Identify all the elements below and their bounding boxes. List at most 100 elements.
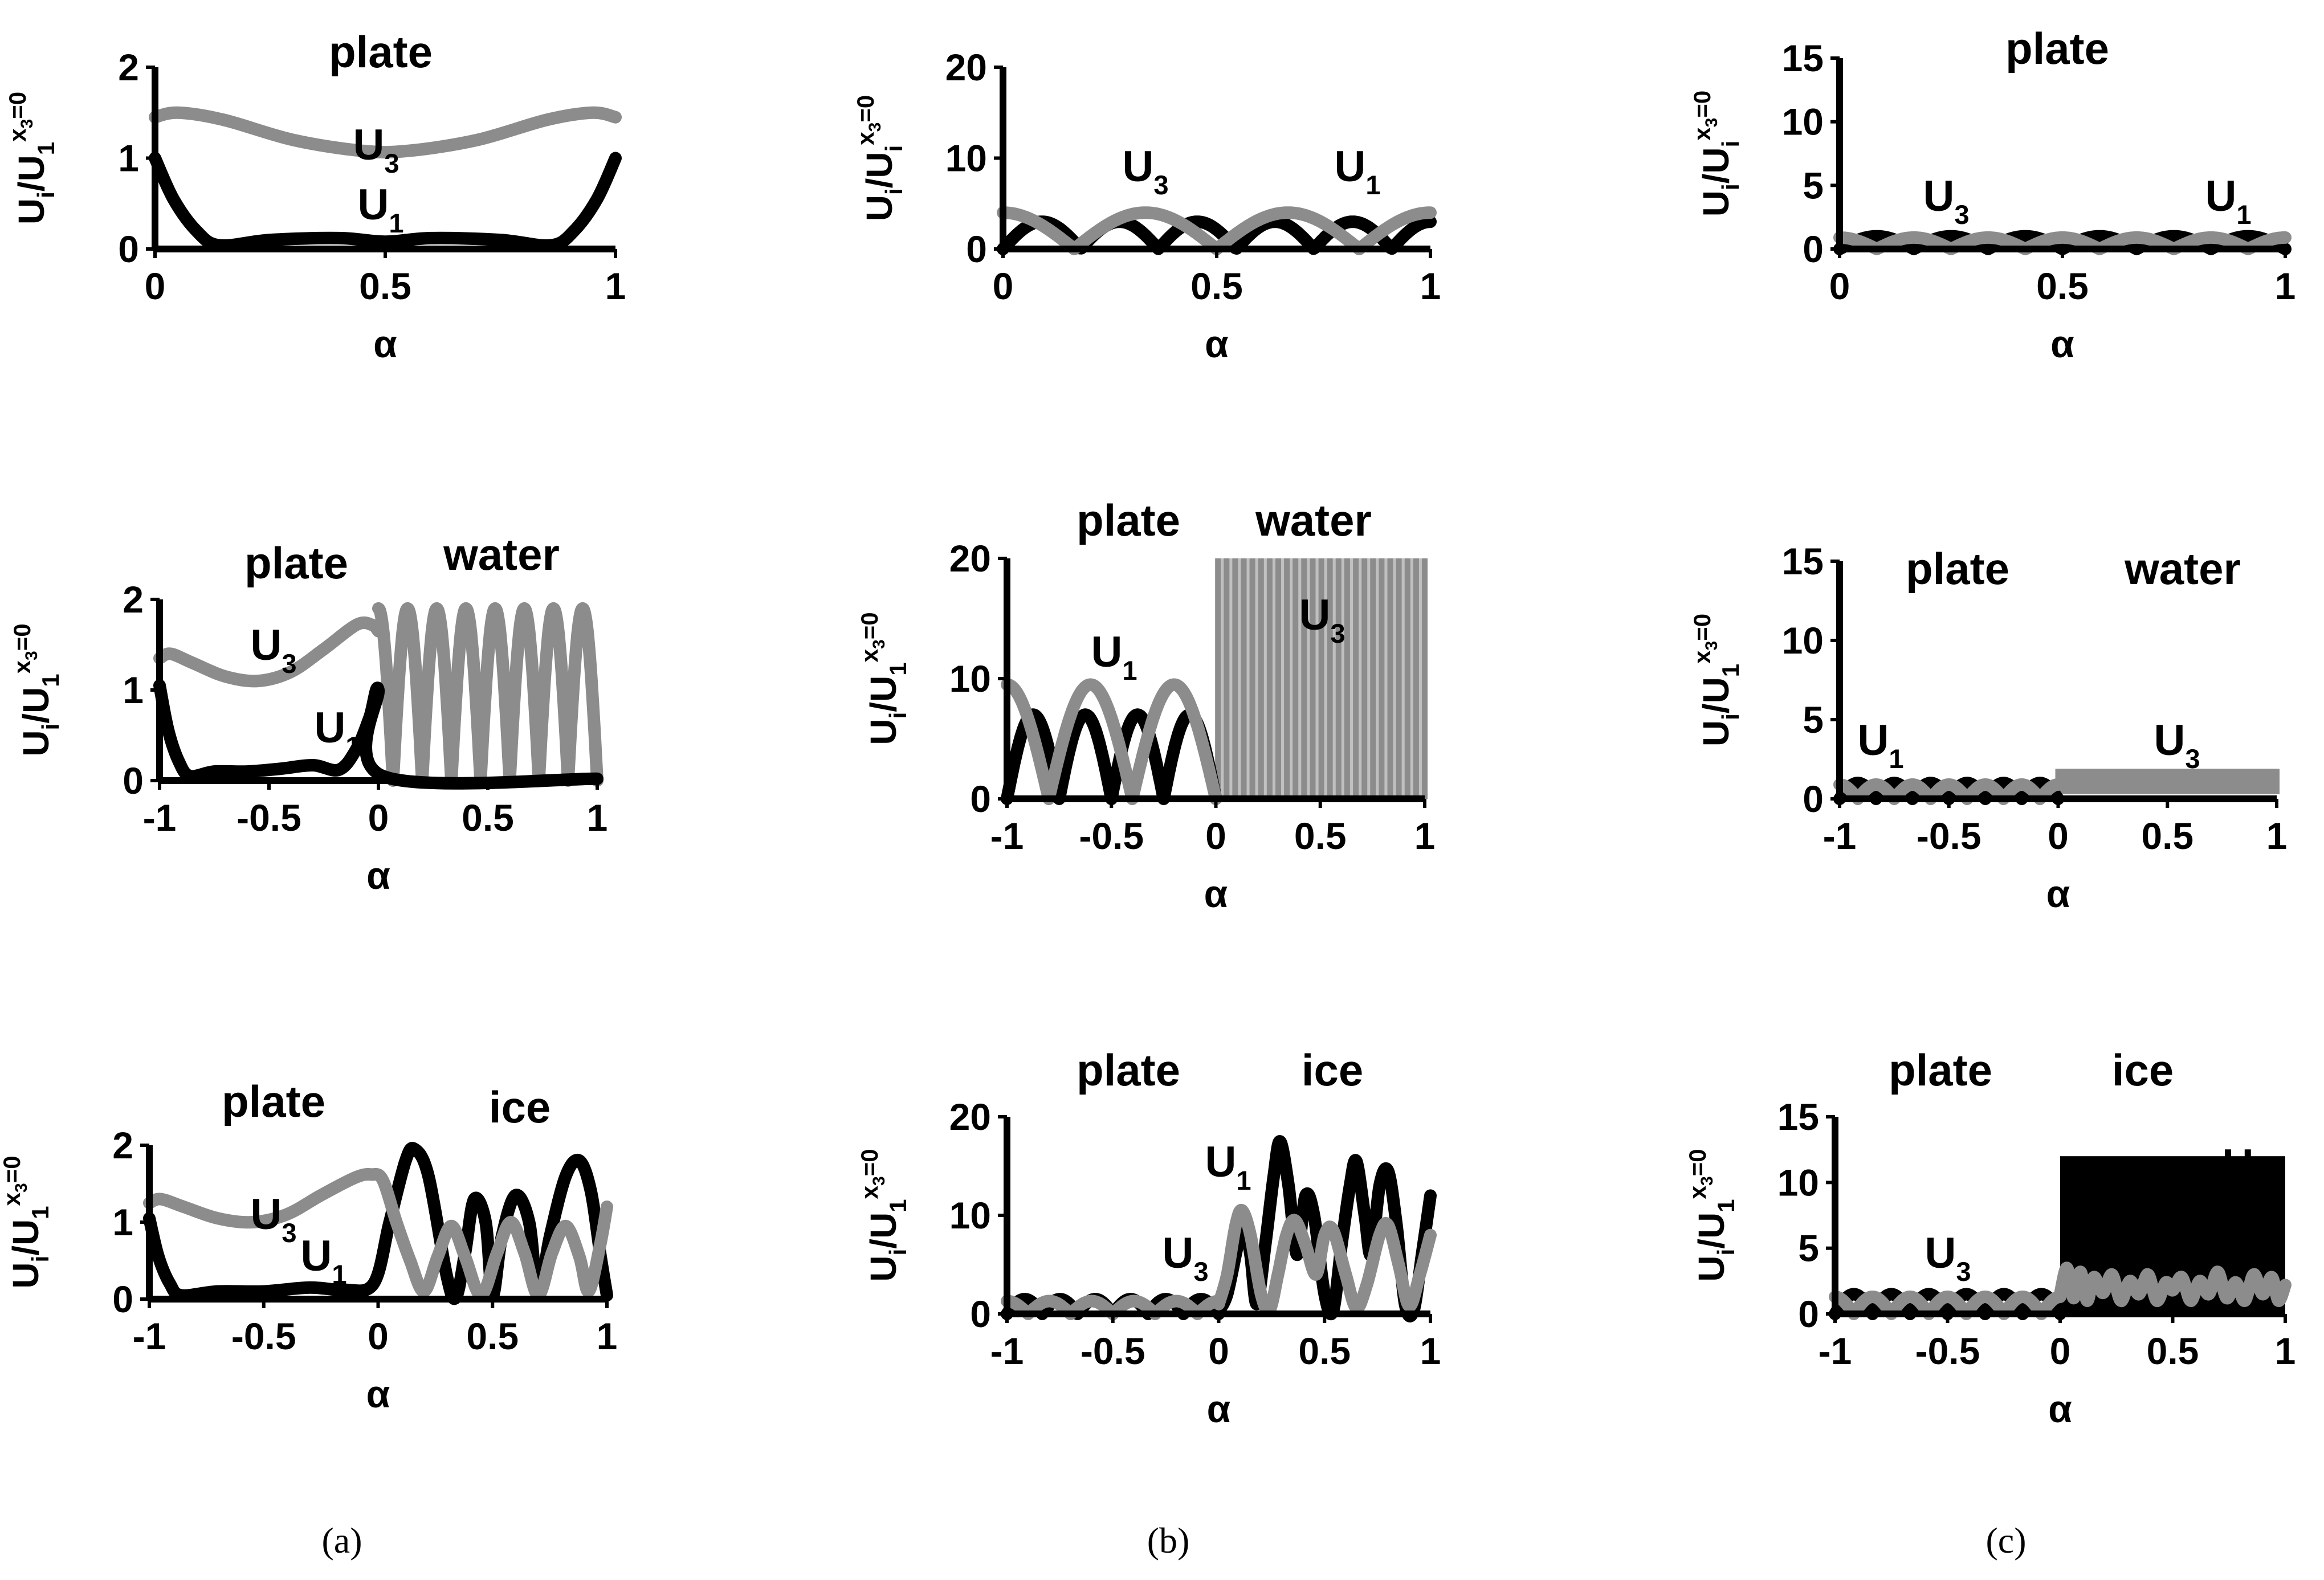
y-tick-label: 2 bbox=[112, 1124, 133, 1166]
series-label-U3: U3 bbox=[1299, 591, 1345, 648]
series-label-U3: U3 bbox=[1162, 1229, 1208, 1287]
series-U3-line bbox=[1829, 1291, 2066, 1320]
y-tick-label: 20 bbox=[949, 1096, 991, 1138]
x-tick-label: -1 bbox=[133, 1315, 166, 1357]
series-label-U3: U3 bbox=[1925, 1229, 1971, 1287]
series-U3-curve bbox=[1212, 1203, 1437, 1317]
y-tick-label: 20 bbox=[945, 46, 987, 88]
y-axis-label: Ui/U1x3=0 bbox=[856, 1149, 911, 1281]
series-U3-curve bbox=[153, 616, 385, 688]
x-axis-label: α bbox=[1207, 1387, 1231, 1431]
region-title-b3-plate: plate bbox=[1077, 1045, 1180, 1095]
series-U1-curve bbox=[153, 679, 604, 790]
x-tick-label: -1 bbox=[1819, 1330, 1852, 1372]
x-tick-label: 0 bbox=[1829, 265, 1850, 307]
y-tick-label: 15 bbox=[1782, 540, 1824, 582]
region-title-a3-ice: ice bbox=[489, 1082, 551, 1132]
y-tick-label: 20 bbox=[949, 537, 991, 579]
series-U3-line bbox=[1833, 231, 2292, 255]
series-U1-curve bbox=[1212, 1135, 1437, 1322]
y-tick-label: 0 bbox=[1803, 778, 1824, 820]
x-tick-label: 0 bbox=[368, 1315, 389, 1357]
x-tick-label: 0 bbox=[1208, 1330, 1229, 1372]
series-label-U3: U3 bbox=[1923, 172, 1969, 230]
region-title-c2-water: water bbox=[2124, 544, 2241, 594]
series-U3-line bbox=[372, 602, 604, 787]
series-U3-curve bbox=[143, 1167, 613, 1302]
x-axis-label: α bbox=[1205, 322, 1229, 366]
region-title-c2-plate: plate bbox=[1906, 544, 2009, 594]
x-tick-label: -0.5 bbox=[237, 797, 301, 839]
y-tick-label: 0 bbox=[970, 1293, 991, 1335]
x-tick-label: 1 bbox=[2275, 265, 2296, 307]
y-tick-label: 5 bbox=[1803, 699, 1824, 741]
x-tick-label: 0 bbox=[2050, 1330, 2071, 1372]
series-label-U3: U3 bbox=[250, 1190, 296, 1248]
series-label-U1: U1 bbox=[314, 704, 360, 761]
y-tick-label: 0 bbox=[118, 228, 139, 270]
region-title-a3-plate: plate bbox=[222, 1076, 325, 1126]
region-title-b2-plate: plate bbox=[1077, 495, 1180, 545]
y-tick-label: 0 bbox=[966, 228, 987, 270]
series-label-U3: U3 bbox=[1122, 142, 1168, 200]
series-U3-dense-oscillation bbox=[2055, 769, 2280, 794]
x-tick-label: 0 bbox=[145, 265, 166, 307]
x-tick-label: 1 bbox=[605, 265, 626, 307]
y-axis-label: Ui/U1x3=0 bbox=[4, 92, 59, 224]
panel-label-b: (b) bbox=[1147, 1520, 1190, 1561]
series-U3-line bbox=[1833, 778, 2065, 805]
x-tick-label: 0.5 bbox=[466, 1315, 519, 1357]
x-tick-label: 0.5 bbox=[2147, 1330, 2199, 1372]
y-axis-label: Ui/U1x3=0 bbox=[856, 612, 911, 745]
x-tick-label: 1 bbox=[1420, 1330, 1441, 1372]
y-tick-label: 5 bbox=[1798, 1227, 1819, 1269]
x-tick-label: 0.5 bbox=[2141, 815, 2193, 857]
x-tick-label: 0 bbox=[993, 265, 1014, 307]
series-label-U1: U1 bbox=[1334, 142, 1380, 200]
series-U3-curve bbox=[149, 106, 622, 159]
x-tick-label: -0.5 bbox=[1915, 1330, 1980, 1372]
x-tick-label: -0.5 bbox=[1079, 815, 1144, 857]
x-tick-label: 1 bbox=[2275, 1330, 2296, 1372]
y-tick-label: 5 bbox=[1803, 164, 1824, 206]
y-tick-label: 10 bbox=[1782, 619, 1824, 662]
y-tick-label: 10 bbox=[945, 137, 987, 179]
x-axis-label: α bbox=[366, 854, 390, 897]
y-tick-label: 0 bbox=[1803, 228, 1824, 270]
x-tick-label: 0.5 bbox=[1294, 815, 1347, 857]
series-U3-dense-oscillation bbox=[1215, 558, 1428, 799]
x-tick-label: -1 bbox=[143, 797, 177, 839]
region-title-c3-plate: plate bbox=[1889, 1045, 1992, 1095]
y-tick-label: 2 bbox=[123, 578, 144, 620]
y-axis-label: Ui/Uix3=0 bbox=[852, 95, 907, 222]
panel-label-c: (c) bbox=[1985, 1520, 2026, 1561]
x-tick-label: 1 bbox=[587, 797, 608, 839]
x-tick-label: 0.5 bbox=[1298, 1330, 1351, 1372]
x-tick-label: -0.5 bbox=[231, 1315, 296, 1357]
y-axis-label: Ui/U1x3=0 bbox=[9, 623, 64, 756]
series-label-U1: U1 bbox=[2222, 1141, 2268, 1198]
x-tick-label: 0.5 bbox=[359, 265, 411, 307]
region-title-a1-plate: plate bbox=[329, 27, 433, 77]
x-tick-label: 1 bbox=[2266, 815, 2288, 857]
region-title-b3-ice: ice bbox=[1302, 1045, 1363, 1095]
y-tick-label: 15 bbox=[1782, 37, 1824, 79]
x-axis-label: α bbox=[2048, 1387, 2072, 1431]
series-U1-curve bbox=[149, 152, 622, 252]
series-label-U1: U1 bbox=[357, 181, 403, 238]
x-tick-label: 0 bbox=[368, 797, 389, 839]
x-tick-label: 1 bbox=[1420, 265, 1441, 307]
y-tick-label: 0 bbox=[123, 760, 144, 802]
series-label-U1: U1 bbox=[1205, 1138, 1251, 1195]
y-tick-label: 1 bbox=[118, 137, 139, 179]
region-title-c1-plate: plate bbox=[2005, 23, 2109, 74]
y-tick-label: 1 bbox=[112, 1201, 133, 1243]
x-axis-label: α bbox=[2050, 322, 2074, 366]
